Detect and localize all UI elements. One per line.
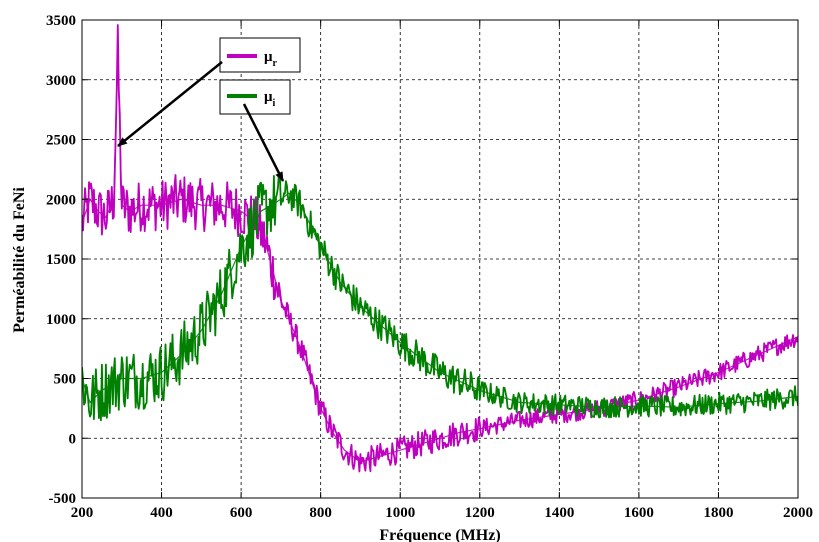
y-axis-title: Perméabilité du FeNi — [11, 187, 28, 333]
x-tick-label: 1400 — [544, 505, 574, 521]
legend-label-mu-r: μr — [264, 49, 278, 69]
legend-entry-mu-r: μr — [219, 37, 301, 73]
x-tick-label: 1600 — [624, 505, 654, 521]
y-tick-label: 1500 — [46, 252, 76, 268]
x-tick-label: 800 — [309, 505, 332, 521]
y-tick-labels: -500 0 500 1000 1500 2000 2500 3000 3500 — [46, 13, 76, 507]
annotation-arrow-mu-r — [117, 61, 223, 147]
y-tick-label: 0 — [69, 431, 77, 447]
x-tick-label: 200 — [71, 505, 94, 521]
x-tick-label: 1200 — [465, 505, 495, 521]
x-tick-label: 2000 — [783, 505, 813, 521]
legend: μr μi — [219, 37, 301, 115]
series-line-mu-r — [82, 24, 798, 473]
x-axis-title: Fréquence (MHz) — [379, 527, 500, 542]
legend-entry-mu-i: μi — [219, 79, 291, 115]
x-tick-label: 1800 — [703, 505, 733, 521]
legend-label-mu-i: μi — [264, 89, 276, 109]
y-tick-label: 3500 — [46, 13, 76, 29]
y-tick-label: 1000 — [46, 312, 76, 328]
x-tick-label: 600 — [230, 505, 253, 521]
x-tick-label: 1000 — [385, 505, 415, 521]
y-tick-label: 2000 — [46, 192, 76, 208]
series-line-mu-i — [82, 172, 798, 422]
series-anchor-line-mu-r — [82, 49, 798, 463]
y-tick-label: 2500 — [46, 133, 76, 149]
tick-marks — [81, 19, 799, 499]
annotation-arrow-mu-i — [242, 103, 285, 182]
series-layer — [82, 24, 798, 473]
x-tick-label: 400 — [150, 505, 173, 521]
y-tick-label: -500 — [49, 491, 77, 507]
y-tick-label: 3000 — [46, 73, 76, 89]
x-tick-labels: 200 400 600 800 1000 1200 1400 1600 1800 2000 — [71, 505, 813, 521]
series-anchor-line-mu-i — [82, 192, 798, 408]
y-tick-label: 500 — [54, 372, 77, 388]
